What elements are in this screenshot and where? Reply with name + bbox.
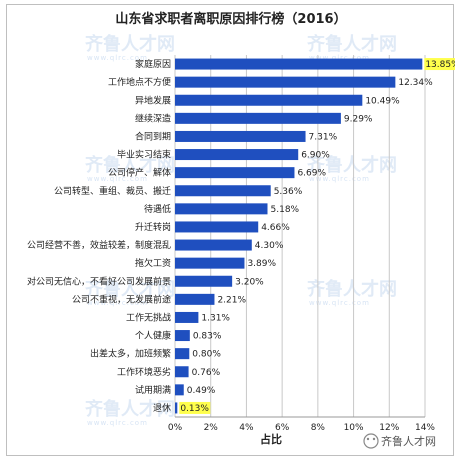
category-label: 工作地点不方便: [108, 76, 171, 88]
value-label: 12.34%: [398, 78, 433, 88]
value-label: 2.21%: [217, 295, 246, 305]
category-label: 个人健康: [135, 330, 171, 342]
chart-frame: 山东省求职者离职原因排行榜（2016） 齐鲁人才网 www.qlrc.com 齐鲁人…: [6, 4, 455, 456]
x-tick-label: 2%: [204, 423, 219, 433]
watermark-text: 齐鲁人才网: [85, 398, 175, 420]
bars: [175, 58, 423, 414]
category-label: 工作无挑战: [126, 311, 171, 323]
category-label: 公司经营不善，效益较差，制度混乱: [27, 239, 171, 251]
category-label: 出差太多，加班频繁: [90, 348, 171, 360]
bar: [175, 203, 268, 215]
grid-lines: [174, 55, 426, 418]
watermark-url: www.qlrc.com: [87, 299, 148, 307]
category-label: 公司转型、重组、裁员、搬迁: [54, 185, 171, 197]
category-label: 升迁转岗: [135, 221, 171, 233]
x-tick-label: 12%: [379, 423, 399, 433]
bar: [175, 330, 190, 342]
value-label: 13.85%: [425, 60, 455, 70]
bar: [175, 167, 295, 179]
value-label: 5.36%: [274, 187, 303, 197]
bar: [175, 384, 184, 396]
badge-icon-eye: [372, 437, 376, 441]
bar: [175, 58, 423, 70]
bar: [175, 311, 199, 323]
category-label: 家庭原因: [135, 58, 171, 70]
badge-icon: [363, 433, 379, 449]
x-tick-labels: 0% 2% 4% 6% 8% 10% 12% 14%: [168, 423, 436, 433]
x-tick-label: 6%: [275, 423, 290, 433]
value-label: 4.30%: [255, 241, 284, 251]
value-label: 0.80%: [192, 350, 221, 360]
value-label: 0.49%: [187, 386, 216, 396]
category-label: 对公司无信心，不看好公司发展前景: [27, 275, 171, 287]
bar: [175, 94, 363, 106]
x-tick-label: 10%: [344, 423, 364, 433]
value-label: 6.90%: [301, 151, 330, 161]
category-label: 公司停产、解体: [108, 167, 171, 179]
category-label: 工作环境恶劣: [117, 366, 171, 378]
category-label: 退休: [153, 402, 171, 414]
category-label: 继续深造: [135, 112, 171, 124]
value-label: 9.29%: [344, 114, 373, 124]
bar: [175, 76, 396, 88]
category-label: 拖欠工资: [135, 257, 171, 269]
brand-badge: 齐鲁人才网: [363, 433, 436, 449]
bar: [175, 149, 299, 161]
watermark-layer: 齐鲁人才网www.qlrc.com齐鲁人才网www.qlrc.com齐鲁人才网w…: [85, 33, 397, 427]
value-highlight: [424, 58, 455, 71]
value-label: 0.83%: [193, 332, 222, 342]
bar: [175, 275, 233, 287]
bar-chart: 山东省求职者离职原因排行榜（2016） 齐鲁人才网www.qlrc.com齐鲁人…: [27, 11, 455, 449]
category-label: 试用期满: [135, 384, 171, 396]
value-highlight: [179, 401, 211, 414]
watermark-text: 齐鲁人才网: [85, 278, 175, 300]
watermark-text: 齐鲁人才网: [307, 154, 397, 176]
bar: [175, 402, 178, 414]
bar: [175, 130, 306, 142]
watermark-url: www.qlrc.com: [309, 299, 370, 307]
value-label: 4.66%: [261, 223, 290, 233]
watermark-url: www.qlrc.com: [309, 175, 370, 183]
value-label: 3.89%: [247, 259, 276, 269]
watermark-text: 齐鲁人才网: [85, 154, 175, 176]
bar: [175, 239, 252, 251]
watermark-text: 齐鲁人才网: [307, 278, 397, 300]
category-label: 异地发展: [135, 94, 171, 106]
badge-text: 齐鲁人才网: [381, 434, 436, 448]
bar: [175, 221, 259, 233]
bar: [175, 293, 215, 305]
x-tick-label: 14%: [415, 423, 435, 433]
category-label: 公司不重视，无发展前途: [72, 293, 171, 305]
category-labels: 家庭原因工作地点不方便异地发展继续深造合同到期毕业实习结束公司停产、解体公司转型…: [27, 58, 171, 414]
value-labels: 13.85% 12.34% 10.49% 9.29% 7.31% 6.90% 6.69% 5.…: [179, 58, 455, 414]
watermark-text: 齐鲁人才网: [307, 33, 397, 55]
value-label: 0.13%: [180, 404, 209, 414]
x-tick-label: 0%: [168, 423, 183, 433]
category-label: 合同到期: [135, 130, 171, 142]
bar: [175, 112, 341, 124]
watermark-url: www.qlrc.com: [309, 54, 370, 62]
value-label: 5.18%: [271, 205, 300, 215]
watermark-url: www.qlrc.com: [87, 54, 148, 62]
badge-icon-eye: [366, 437, 370, 441]
x-tick-label: 8%: [311, 423, 326, 433]
watermark-url: www.qlrc.com: [87, 419, 148, 427]
bar: [175, 185, 271, 197]
value-label: 3.20%: [235, 277, 264, 287]
bar: [175, 366, 189, 378]
value-label: 1.31%: [201, 313, 230, 323]
category-label: 待遇低: [144, 203, 171, 215]
value-label: 10.49%: [365, 96, 400, 106]
x-tick-label: 4%: [239, 423, 254, 433]
category-label: 毕业实习结束: [117, 149, 171, 161]
watermark-url: www.qlrc.com: [87, 175, 148, 183]
value-label: 0.76%: [192, 368, 221, 378]
value-label: 6.69%: [297, 169, 326, 179]
chart-title: 山东省求职者离职原因排行榜（2016）: [115, 11, 346, 27]
x-axis-label: 占比: [260, 432, 282, 446]
watermark-text: 齐鲁人才网: [85, 33, 175, 55]
value-label: 7.31%: [309, 132, 338, 142]
bar: [175, 348, 190, 360]
bar: [175, 257, 245, 269]
